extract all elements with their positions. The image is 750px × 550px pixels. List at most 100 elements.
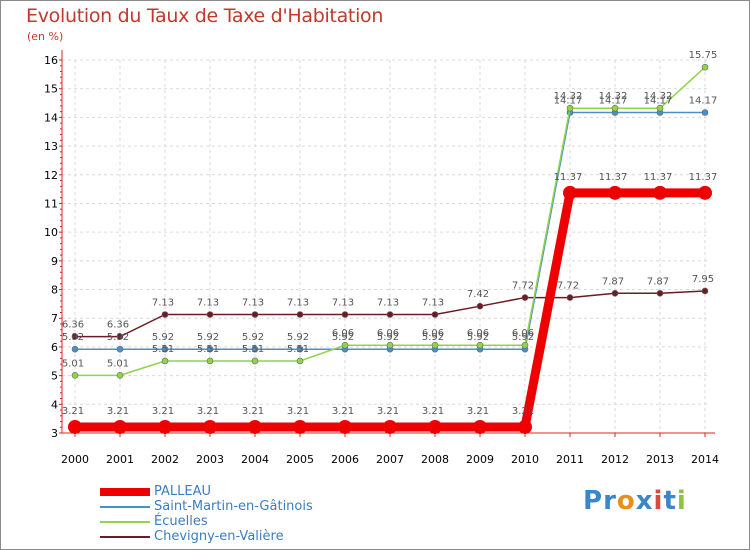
data-point xyxy=(251,345,259,353)
y-tick-label: 16 xyxy=(44,54,58,67)
data-label: 7.72 xyxy=(557,281,579,292)
data-point xyxy=(206,311,214,318)
y-tick-label: 5 xyxy=(51,370,58,383)
data-label: 6.06 xyxy=(422,328,444,339)
logo-letter: i xyxy=(653,486,664,516)
y-tick-label: 13 xyxy=(44,140,58,153)
y-tick-label: 12 xyxy=(44,169,58,182)
data-label: 5.92 xyxy=(152,332,174,343)
data-point xyxy=(296,357,304,365)
axes: 3 4 5 6 7 8 9 10 11 12 13 14 15 16 2000 2001 2002 2003 200… xyxy=(44,50,719,466)
x-tick-label: 2013 xyxy=(646,453,674,466)
data-label: 5.92 xyxy=(107,332,129,343)
data-label: 7.42 xyxy=(467,289,489,300)
data-label: 7.13 xyxy=(242,298,264,309)
data-point xyxy=(203,419,217,434)
data-point xyxy=(431,311,439,318)
data-label: 5.92 xyxy=(512,332,534,343)
data-label: 5.51 xyxy=(152,344,174,355)
data-label: 5.92 xyxy=(377,332,399,343)
x-tick-label: 2000 xyxy=(61,453,89,466)
data-label: 5.92 xyxy=(422,332,444,343)
legend-label: Chevigny-en-Valière xyxy=(154,529,284,544)
data-label: 5.51 xyxy=(287,344,309,355)
x-tick-label: 2012 xyxy=(601,453,629,466)
data-point xyxy=(386,341,394,349)
data-label: 3.21 xyxy=(287,406,309,417)
legend-swatch xyxy=(100,536,150,538)
data-label: 5.51 xyxy=(197,344,219,355)
data-label: 6.36 xyxy=(62,320,84,331)
data-label: 3.21 xyxy=(512,406,534,417)
x-tick-label: 2004 xyxy=(241,453,269,466)
data-point xyxy=(608,185,622,200)
y-tick-label: 10 xyxy=(44,226,58,239)
x-tick-label: 2002 xyxy=(151,453,179,466)
data-label: 5.01 xyxy=(107,358,129,369)
data-label: 3.21 xyxy=(467,406,489,417)
data-point xyxy=(161,311,169,318)
data-label: 5.92 xyxy=(467,332,489,343)
data-label: 3.21 xyxy=(422,406,444,417)
line-chart: 3 4 5 6 7 8 9 10 11 12 13 14 15 16 2000 2001 2002 2003 200… xyxy=(44,50,719,466)
logo-letter: t xyxy=(663,486,677,516)
data-label: 6.06 xyxy=(467,328,489,339)
data-label: 6.06 xyxy=(377,328,399,339)
data-point xyxy=(206,357,214,365)
data-point xyxy=(656,289,664,297)
data-point xyxy=(611,104,619,112)
data-label: 3.21 xyxy=(332,406,354,417)
data-label: 14.17 xyxy=(644,96,673,107)
data-point xyxy=(701,287,709,295)
data-point xyxy=(431,341,439,349)
data-label: 7.13 xyxy=(422,298,444,309)
data-point xyxy=(248,419,262,434)
data-label: 7.13 xyxy=(377,298,399,309)
data-label: 5.51 xyxy=(242,344,264,355)
logo-letter: r xyxy=(603,486,617,516)
data-point xyxy=(116,333,124,340)
legend-label: Écuelles xyxy=(154,514,208,529)
y-tick-label: 4 xyxy=(51,398,58,411)
data-label: 14.17 xyxy=(599,96,628,107)
y-tick-label: 15 xyxy=(44,83,58,96)
data-label: 3.21 xyxy=(62,406,84,417)
data-point xyxy=(383,419,397,434)
data-point xyxy=(293,419,307,434)
x-tick-label: 2008 xyxy=(421,453,449,466)
data-point xyxy=(251,311,259,318)
data-point xyxy=(566,104,574,112)
y-tick-label: 8 xyxy=(51,284,58,297)
logo-letter: o xyxy=(616,486,636,516)
x-tick-label: 2009 xyxy=(466,453,494,466)
data-label: 11.37 xyxy=(554,172,583,183)
x-tick-label: 2007 xyxy=(376,453,404,466)
data-label: 3.21 xyxy=(377,406,399,417)
proxiti-logo: Proxiti xyxy=(583,486,687,516)
data-point xyxy=(653,185,667,200)
logo-letter: x xyxy=(635,486,654,516)
data-point xyxy=(71,345,79,353)
data-labels: 3.21 3.21 3.21 3.21 3.21 3.21 3.21 3.21 3.21 3.21… xyxy=(62,50,717,417)
legend-label: Saint-Martin-en-Gâtinois xyxy=(154,499,313,514)
data-label: 5.92 xyxy=(197,332,219,343)
data-point xyxy=(563,185,577,200)
data-label: 5.92 xyxy=(287,332,309,343)
data-label: 14.17 xyxy=(689,96,718,107)
data-point xyxy=(701,109,709,116)
data-label: 5.01 xyxy=(62,358,84,369)
data-point xyxy=(161,345,169,353)
data-label: 7.13 xyxy=(152,298,174,309)
data-label: 3.21 xyxy=(107,406,129,417)
logo-letter: i xyxy=(676,486,687,516)
chart-title: Evolution du Taux de Taxe d'Habitation xyxy=(26,5,384,27)
data-label: 7.87 xyxy=(602,276,624,287)
data-label: 6.36 xyxy=(107,320,129,331)
data-point xyxy=(71,333,79,340)
data-point xyxy=(206,345,214,353)
legend-label: PALLEAU xyxy=(154,484,212,499)
y-tick-label: 7 xyxy=(51,312,58,325)
grid xyxy=(62,59,707,434)
data-point xyxy=(116,345,124,353)
